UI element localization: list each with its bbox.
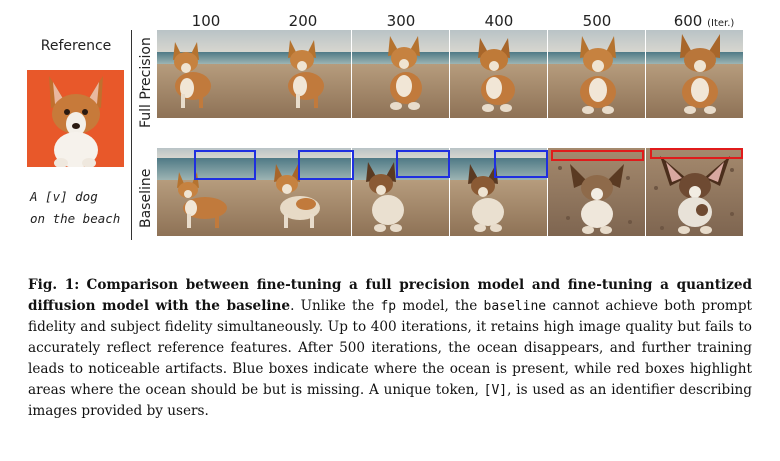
- iter-label-300: 300: [386, 12, 416, 30]
- iter-label-500: 500: [582, 12, 612, 30]
- iter-label-600-value: 600: [673, 12, 703, 30]
- figure: 100 200 300 400 500 600 (Iter.) Referenc…: [27, 12, 753, 240]
- baseline-tile-600: [646, 148, 743, 236]
- prompt-text: A [v] dog on the beach: [30, 186, 120, 230]
- blue-box-200: [298, 150, 354, 180]
- caption-text-2: model, the: [396, 298, 484, 314]
- caption-code-token: [V]: [483, 383, 508, 398]
- caption-code-fp: fp: [380, 299, 397, 314]
- prompt-line-1: A [v] dog: [30, 189, 98, 204]
- caption-label: Fig. 1:: [28, 277, 80, 293]
- full-precision-tile-100: [157, 30, 254, 118]
- reference-title: Reference: [40, 38, 112, 54]
- red-box-600: [650, 148, 743, 159]
- blue-box-100: [194, 150, 256, 180]
- iter-label-100: 100: [191, 12, 221, 30]
- baseline-tile-500: [548, 148, 645, 236]
- red-box-500: [551, 150, 644, 161]
- caption-code-baseline: baseline: [483, 299, 547, 314]
- figure-caption: Fig. 1: Comparison between fine-tuning a…: [28, 275, 752, 422]
- row-label-baseline: Baseline: [138, 168, 154, 228]
- caption-text-1: . Unlike the: [290, 298, 381, 314]
- full-precision-tile-200: [254, 30, 351, 118]
- column-divider: [131, 30, 132, 240]
- baseline-tile-300: [352, 148, 449, 236]
- reference-image: [27, 70, 124, 168]
- caption-text-4: , is used as an identifier describing im…: [28, 382, 752, 419]
- full-precision-tile-400: [450, 30, 547, 118]
- iter-label-400: 400: [484, 12, 514, 30]
- baseline-tile-100: [157, 148, 254, 236]
- baseline-tile-200: [254, 148, 351, 236]
- prompt-line-2: on the beach: [30, 211, 121, 226]
- caption-text-3: cannot achieve both prompt fidelity and …: [28, 298, 752, 398]
- iter-unit: (Iter.): [707, 18, 735, 29]
- blue-box-400: [494, 150, 548, 178]
- caption-title: Comparison between fine-tuning a full pr…: [28, 277, 753, 314]
- full-precision-tile-600: [646, 30, 743, 118]
- blue-box-300: [396, 150, 450, 178]
- baseline-tile-400: [450, 148, 547, 236]
- iter-label-600: 600 (Iter.): [655, 12, 753, 30]
- row-label-full-precision: Full Precision: [138, 37, 154, 128]
- full-precision-tile-500: [548, 30, 645, 118]
- iter-label-200: 200: [288, 12, 318, 30]
- full-precision-tile-300: [352, 30, 449, 118]
